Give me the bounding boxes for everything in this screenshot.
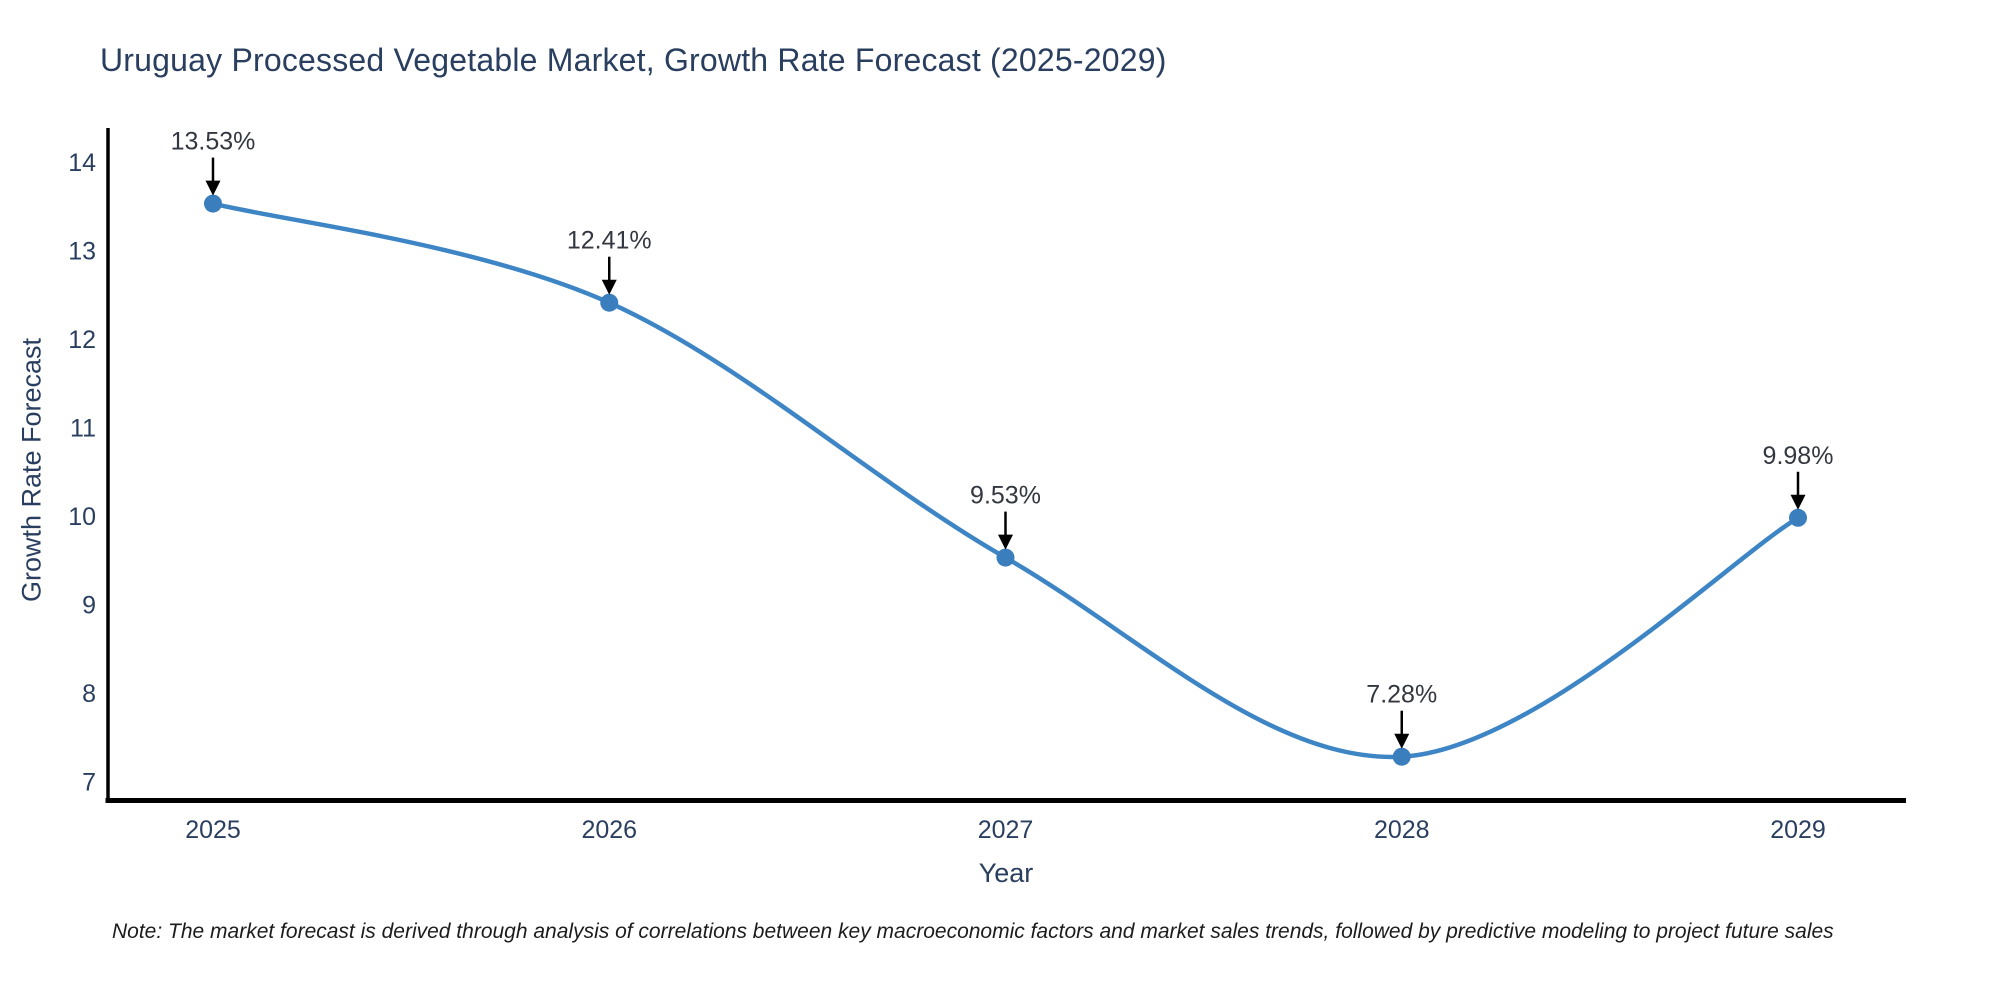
data-label: 12.41% — [567, 227, 652, 255]
y-tick-label: 11 — [70, 415, 96, 443]
y-tick-label: 7 — [82, 769, 96, 797]
data-point-2026[interactable] — [600, 293, 619, 312]
data-point-2027[interactable] — [996, 548, 1015, 567]
x-tick-label: 2027 — [978, 816, 1034, 844]
annotation-arrowhead — [205, 180, 221, 196]
y-tick-label: 8 — [82, 680, 96, 708]
annotation-arrowhead — [1394, 733, 1410, 749]
annotation-arrowhead — [1790, 494, 1806, 510]
chart-title: Uruguay Processed Vegetable Market, Grow… — [100, 42, 1167, 78]
forecast-line — [210, 201, 1801, 760]
y-tick-label: 9 — [82, 592, 96, 620]
data-point-2029[interactable] — [1789, 508, 1807, 527]
data-point-2028[interactable] — [1392, 747, 1411, 766]
data-point-2025[interactable] — [204, 194, 222, 213]
y-tick-label: 13 — [68, 238, 96, 266]
annotation-arrowhead — [998, 534, 1013, 550]
x-tick-label: 2029 — [1770, 816, 1826, 844]
x-tick-label: 2028 — [1374, 816, 1430, 844]
data-label: 7.28% — [1366, 681, 1437, 709]
footnote: Note: The market forecast is derived thr… — [112, 920, 1834, 943]
data-label: 9.53% — [970, 482, 1041, 510]
y-axis-title: Growth Rate Forecast — [16, 337, 47, 603]
x-axis-title: Year — [978, 858, 1034, 888]
data-label: 9.98% — [1763, 442, 1834, 470]
y-tick-label: 14 — [68, 149, 96, 177]
x-tick-label: 2025 — [185, 816, 241, 844]
data-label: 13.53% — [171, 128, 256, 156]
x-tick-label: 2026 — [581, 816, 637, 844]
annotation-arrowhead — [601, 279, 617, 295]
y-tick-label: 12 — [68, 326, 96, 354]
y-tick-label: 10 — [68, 503, 96, 531]
